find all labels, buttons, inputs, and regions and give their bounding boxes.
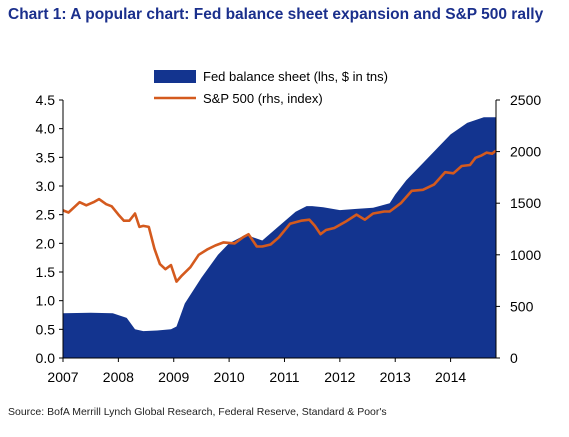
x-axis-tick-label: 2013 [380, 369, 411, 385]
right-axis-tick-label: 2000 [510, 144, 541, 160]
plot-layer [62, 117, 497, 358]
sp500-line [62, 149, 497, 283]
left-axis-tick-label: 3.5 [36, 149, 56, 165]
right-axis-tick-label: 1000 [510, 247, 541, 263]
x-axis-tick-label: 2008 [103, 369, 134, 385]
left-axis-tick-label: 4.5 [36, 92, 56, 108]
left-axis-tick-label: 3.0 [36, 178, 56, 194]
left-axis-tick-label: 0.0 [36, 350, 56, 366]
left-axis-tick-label: 0.5 [36, 321, 56, 337]
chart-svg: Fed balance sheet (lhs, $ in tns) S&P 50… [36, 69, 542, 385]
right-axis-tick-label: 500 [510, 298, 534, 314]
x-axis-tick-label: 2010 [214, 369, 245, 385]
x-axis-tick-label: 2009 [158, 369, 189, 385]
source-note: Source: BofA Merrill Lynch Global Resear… [8, 406, 387, 418]
left-axis-tick-label: 4.0 [36, 121, 56, 137]
legend: Fed balance sheet (lhs, $ in tns) S&P 50… [154, 69, 388, 106]
left-axis-tick-label: 2.5 [36, 207, 56, 223]
right-axis-tick-label: 2500 [510, 92, 541, 108]
left-axis-tick-label: 1.5 [36, 264, 56, 280]
left-axis-tick-label: 1.0 [36, 293, 56, 309]
right-axis-tick-label: 0 [510, 350, 518, 366]
x-axis-tick-label: 2011 [269, 369, 299, 385]
left-axis-tick-label: 2.0 [36, 235, 56, 251]
x-axis-tick-label: 2007 [47, 369, 78, 385]
legend-label-sp500: S&P 500 (rhs, index) [203, 91, 323, 106]
right-axis-tick-label: 1500 [510, 195, 541, 211]
axes-layer: 0.0 0.5 1.0 1.5 2.0 2.5 3.0 3.5 4.0 4.5 0 500 1000 15… [36, 92, 542, 385]
chart-title: Chart 1: A popular chart: Fed balance sh… [8, 6, 544, 23]
legend-swatch-fed-balance-sheet [154, 70, 196, 83]
legend-label-fed-balance-sheet: Fed balance sheet (lhs, $ in tns) [203, 69, 388, 84]
x-axis-tick-label: 2014 [435, 369, 466, 385]
x-axis-tick-label: 2012 [324, 369, 355, 385]
